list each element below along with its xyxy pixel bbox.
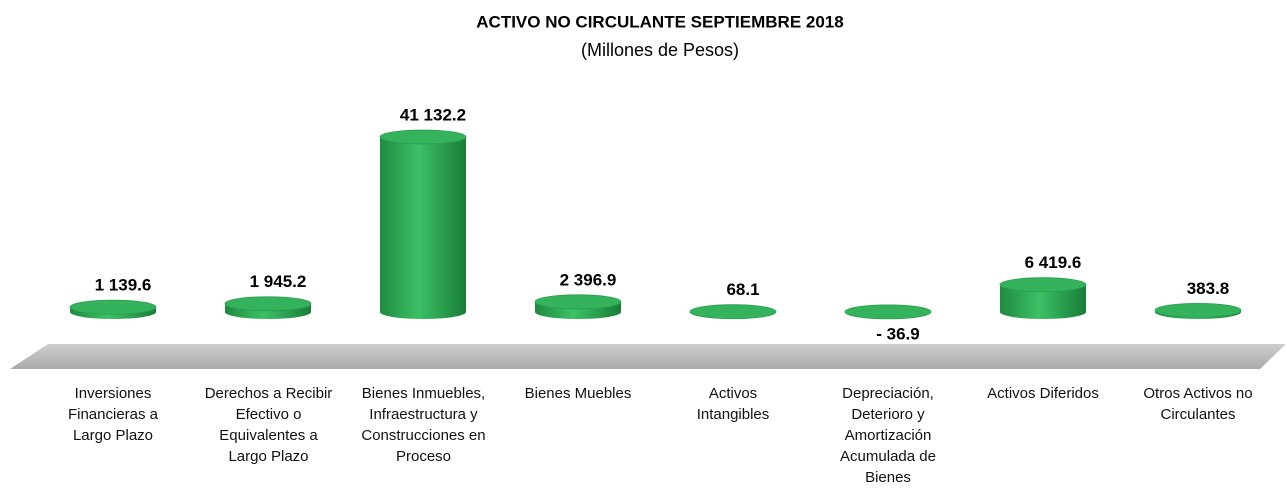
bar-top [379, 129, 467, 145]
value-label: 1 945.2 [250, 272, 307, 291]
x-tick-label: Otros Activos no Circulantes [1143, 385, 1253, 423]
chart-subtitle: (Millones de Pesos) [581, 40, 739, 60]
bar-top [534, 294, 622, 310]
bar [999, 277, 1087, 319]
x-tick-label: Activos Intangibles [696, 385, 770, 423]
x-tick-label: Depreciación, Deterioro y Amortización A… [840, 385, 936, 486]
x-tick-label: Derechos a Recibir Efectivo o Equivalent… [204, 385, 333, 465]
value-label: 2 396.9 [560, 270, 617, 289]
x-tick-label: Activos Diferidos [987, 385, 1099, 402]
value-label: 383.8 [1187, 279, 1230, 298]
bar-top [844, 304, 932, 320]
value-label: 1 139.6 [95, 276, 152, 295]
bar [379, 129, 467, 319]
x-tick-label: Inversiones Financieras a Largo Plazo [67, 385, 159, 444]
bar [689, 304, 777, 320]
value-label: - 36.9 [876, 324, 919, 343]
value-label: 6 419.6 [1025, 253, 1082, 272]
x-tick-label: Bienes Inmuebles, Infraestructura y Cons… [361, 385, 486, 465]
bar-body [380, 137, 466, 319]
bar-top [69, 299, 157, 315]
value-label: 41 132.2 [400, 105, 466, 124]
chart-title: ACTIVO NO CIRCULANTE SEPTIEMBRE 2018 [476, 12, 843, 31]
bar-top [224, 296, 312, 312]
floor [10, 344, 1286, 369]
value-label: 68.1 [726, 280, 759, 299]
bar [534, 294, 622, 319]
bar [1154, 302, 1242, 319]
bar [224, 296, 312, 319]
bar [69, 299, 157, 319]
bar-top [689, 304, 777, 320]
bar-top [1154, 302, 1242, 318]
x-tick-label: Bienes Muebles [524, 385, 632, 402]
bar-top [999, 277, 1087, 293]
bar-body [1000, 284, 1086, 319]
bar [844, 304, 932, 320]
